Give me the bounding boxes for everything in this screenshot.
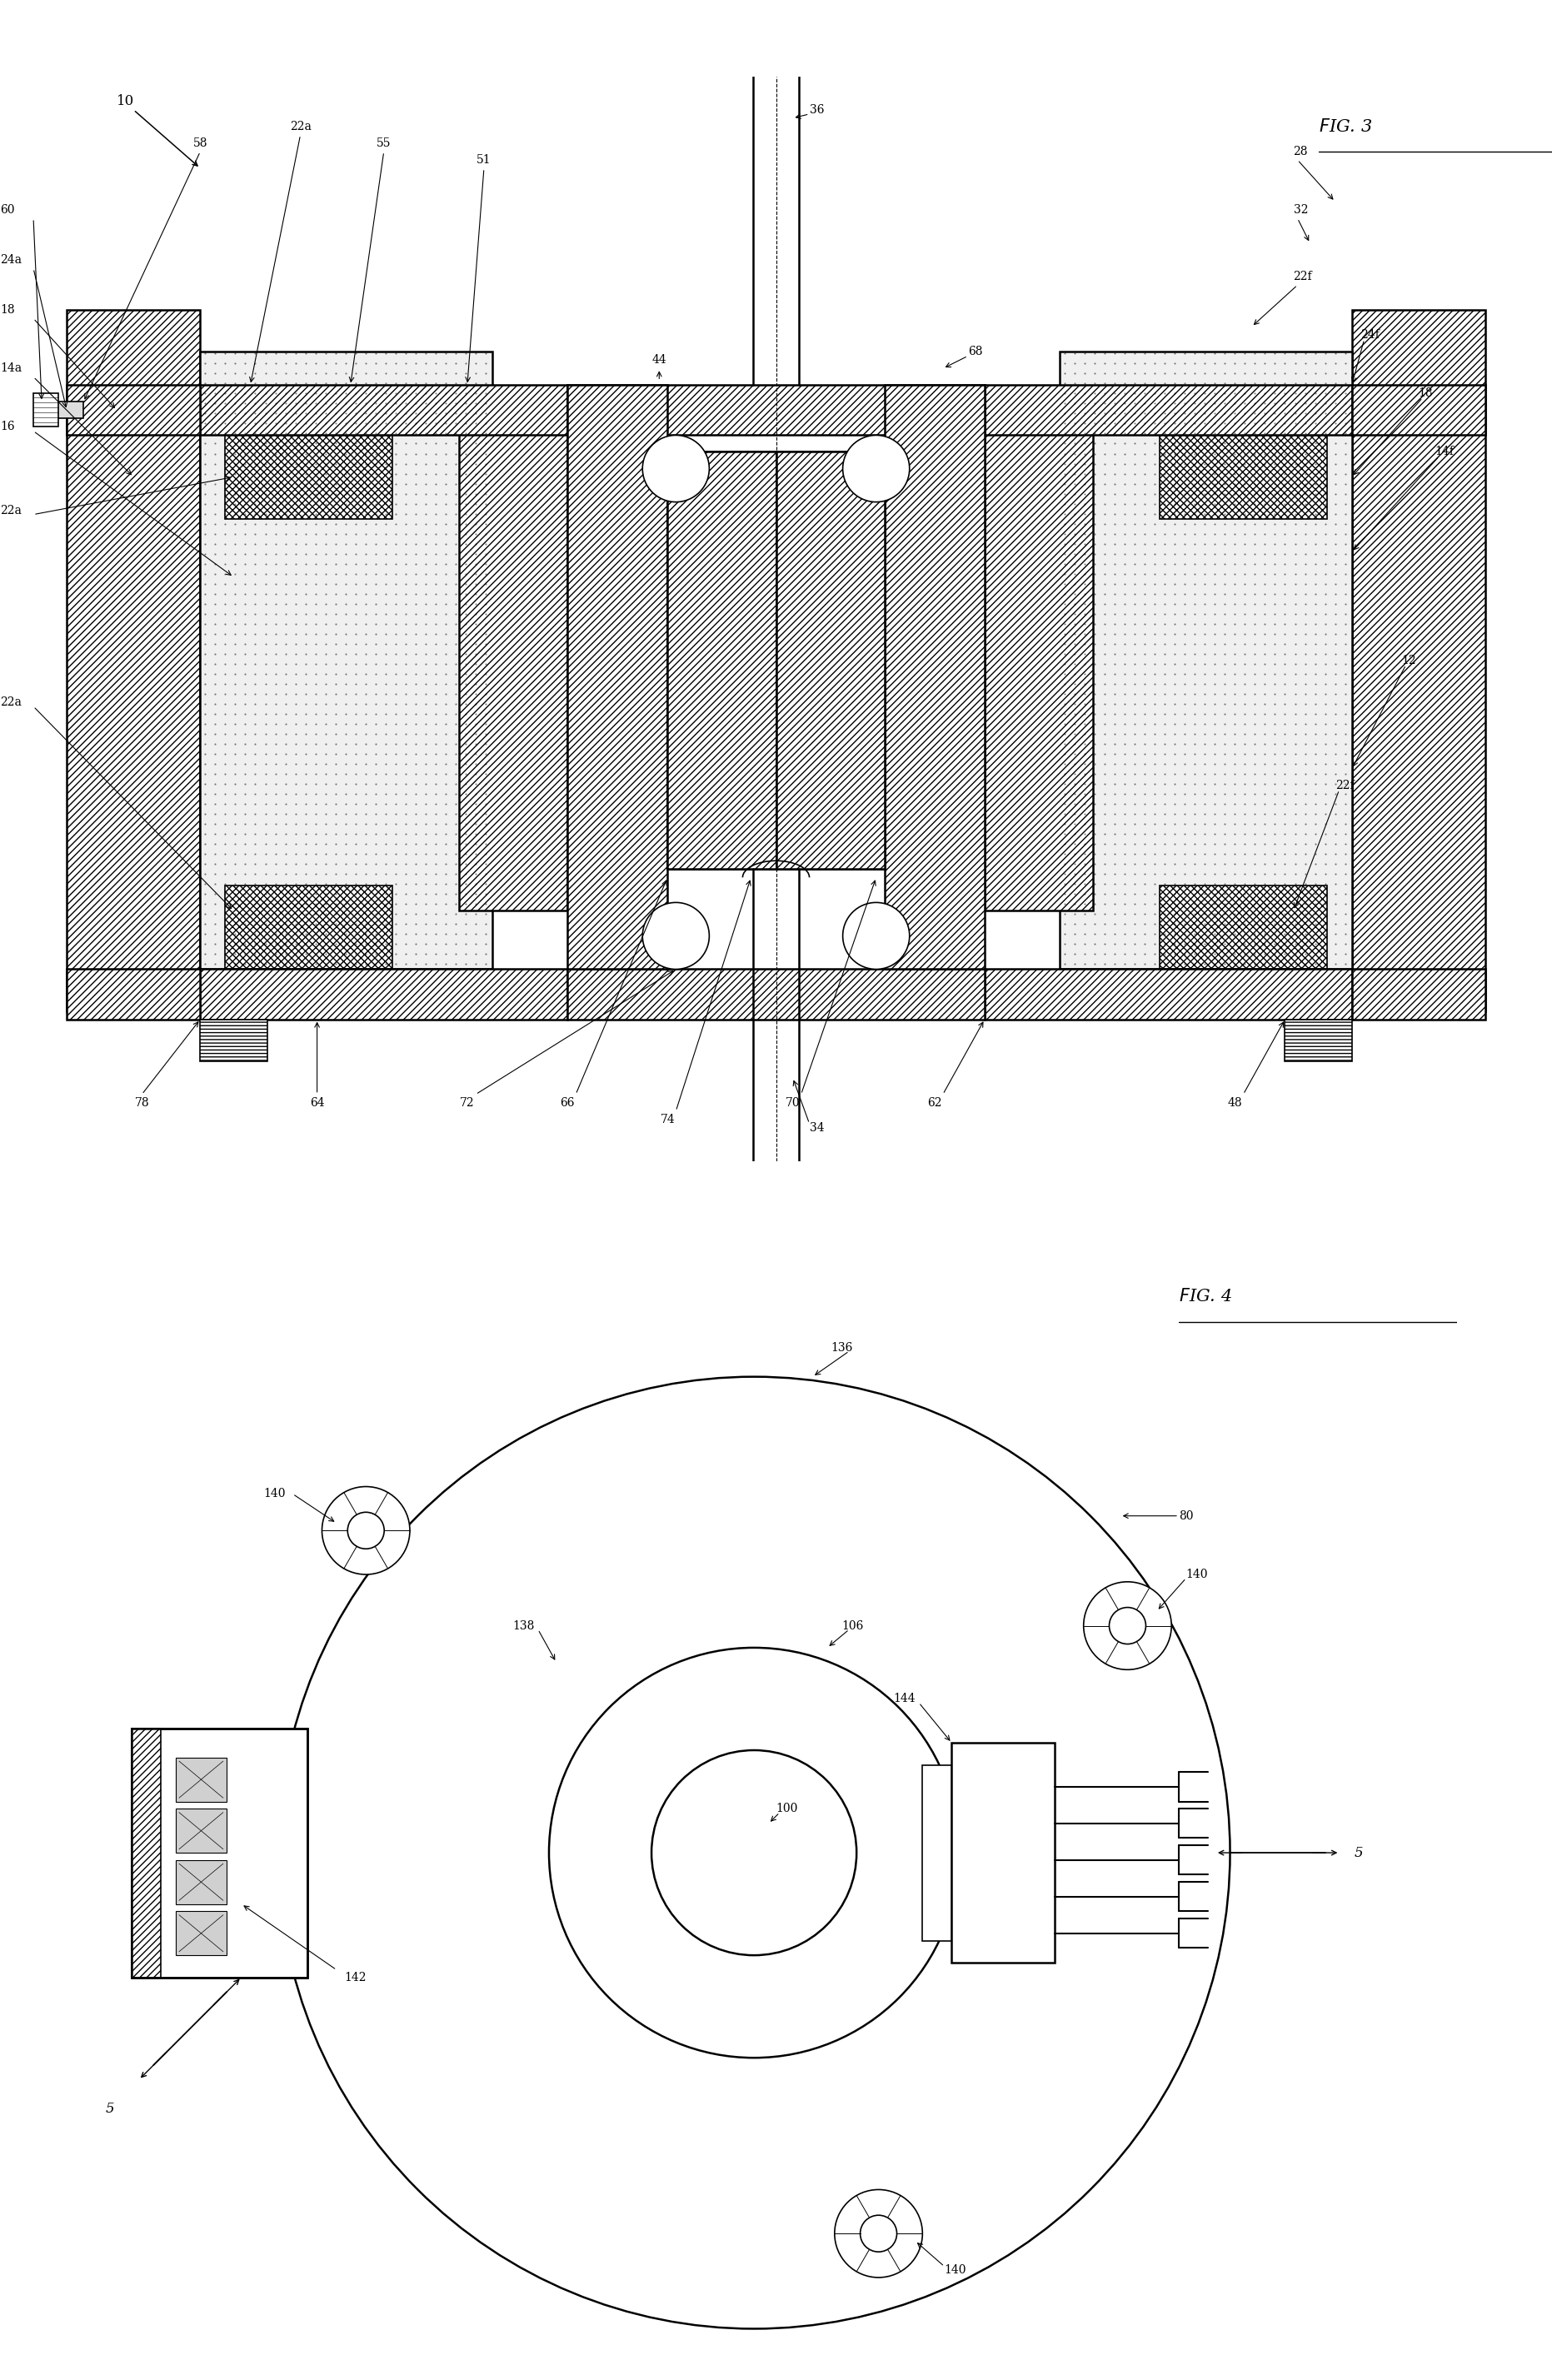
Text: $\mathit{F}$IG. 3: $\mathit{F}$IG. 3 [1318, 119, 1372, 136]
Text: 55: 55 [377, 138, 391, 150]
FancyBboxPatch shape [175, 1756, 227, 1802]
Text: 58: 58 [192, 138, 208, 150]
FancyBboxPatch shape [175, 1809, 227, 1852]
FancyBboxPatch shape [175, 1911, 227, 1956]
FancyBboxPatch shape [568, 386, 984, 436]
Text: 18: 18 [1419, 388, 1432, 400]
Text: 62: 62 [927, 1097, 942, 1109]
Text: 144: 144 [892, 1692, 916, 1704]
Text: $\mathit{F}$IG. 4: $\mathit{F}$IG. 4 [1180, 1288, 1232, 1304]
FancyBboxPatch shape [885, 386, 984, 969]
FancyBboxPatch shape [67, 386, 200, 436]
FancyBboxPatch shape [667, 452, 776, 869]
FancyBboxPatch shape [42, 402, 84, 419]
FancyBboxPatch shape [200, 352, 492, 969]
Text: 100: 100 [776, 1804, 798, 1814]
Text: 44: 44 [652, 355, 666, 367]
Text: 22a: 22a [0, 505, 22, 516]
FancyBboxPatch shape [753, 76, 799, 386]
FancyBboxPatch shape [175, 1861, 227, 1904]
Circle shape [643, 902, 709, 969]
Text: 14a: 14a [0, 362, 22, 374]
Text: 10: 10 [116, 95, 135, 109]
FancyBboxPatch shape [1060, 352, 1352, 969]
Text: 70: 70 [785, 1097, 799, 1109]
FancyBboxPatch shape [776, 452, 885, 869]
Circle shape [1110, 1607, 1145, 1645]
FancyBboxPatch shape [132, 1728, 161, 1978]
Text: 80: 80 [1180, 1509, 1193, 1521]
FancyBboxPatch shape [951, 1742, 1054, 1964]
Circle shape [278, 1376, 1231, 2328]
FancyBboxPatch shape [568, 386, 667, 969]
Text: 142: 142 [345, 1971, 366, 1983]
Circle shape [348, 1511, 385, 1549]
Text: 32: 32 [1293, 205, 1308, 217]
Text: 36: 36 [810, 105, 824, 117]
Circle shape [835, 2190, 922, 2278]
Text: 18: 18 [0, 305, 14, 317]
Text: 74: 74 [660, 1114, 675, 1126]
FancyBboxPatch shape [1352, 309, 1485, 1012]
FancyBboxPatch shape [1285, 1019, 1352, 1061]
Text: 140: 140 [264, 1488, 286, 1499]
FancyBboxPatch shape [67, 309, 200, 1012]
Text: 106: 106 [841, 1621, 864, 1633]
FancyBboxPatch shape [200, 386, 568, 436]
Text: 22a: 22a [0, 697, 22, 709]
Text: 12: 12 [1401, 655, 1417, 666]
Text: 66: 66 [560, 1097, 574, 1109]
Text: 68: 68 [968, 345, 982, 357]
Text: 64: 64 [310, 1097, 324, 1109]
Text: 16: 16 [0, 421, 14, 433]
FancyBboxPatch shape [922, 1766, 951, 1940]
FancyBboxPatch shape [1352, 969, 1485, 1019]
FancyBboxPatch shape [667, 452, 885, 869]
Text: 24a: 24a [0, 255, 22, 267]
Text: 22f: 22f [1335, 781, 1353, 793]
FancyBboxPatch shape [34, 393, 59, 426]
Text: 24f: 24f [1360, 328, 1380, 340]
FancyBboxPatch shape [200, 1019, 267, 1061]
Text: 136: 136 [830, 1342, 854, 1354]
FancyBboxPatch shape [568, 969, 984, 1019]
Circle shape [1083, 1583, 1172, 1671]
FancyBboxPatch shape [1159, 436, 1327, 519]
FancyBboxPatch shape [225, 885, 393, 969]
FancyBboxPatch shape [984, 386, 1352, 436]
Text: 22f: 22f [1293, 271, 1311, 283]
Circle shape [843, 436, 909, 502]
Circle shape [643, 436, 709, 502]
Text: 5: 5 [1355, 1845, 1363, 1859]
FancyBboxPatch shape [200, 969, 568, 1019]
Circle shape [860, 2216, 897, 2251]
FancyBboxPatch shape [984, 409, 1093, 912]
Text: 78: 78 [135, 1097, 149, 1109]
Text: 48: 48 [1228, 1097, 1242, 1109]
Text: 140: 140 [1186, 1568, 1207, 1580]
FancyBboxPatch shape [225, 436, 393, 519]
FancyBboxPatch shape [1352, 386, 1485, 436]
Text: 5: 5 [106, 2102, 113, 2116]
FancyBboxPatch shape [459, 409, 568, 912]
Text: 140: 140 [945, 2263, 967, 2275]
Circle shape [549, 1647, 959, 2059]
FancyBboxPatch shape [67, 969, 200, 1019]
Text: 51: 51 [476, 155, 492, 167]
Text: 138: 138 [512, 1621, 534, 1633]
Circle shape [843, 902, 909, 969]
FancyBboxPatch shape [132, 1728, 307, 1978]
FancyBboxPatch shape [984, 969, 1352, 1019]
FancyBboxPatch shape [753, 869, 799, 1161]
Text: 22a: 22a [290, 121, 310, 133]
Circle shape [321, 1488, 410, 1576]
Text: 72: 72 [459, 1097, 475, 1109]
Text: 60: 60 [0, 205, 14, 217]
FancyBboxPatch shape [1159, 885, 1327, 969]
Text: 28: 28 [1293, 145, 1308, 157]
Circle shape [652, 1749, 857, 1956]
Text: 34: 34 [810, 1121, 824, 1133]
Text: 14f: 14f [1436, 445, 1454, 457]
